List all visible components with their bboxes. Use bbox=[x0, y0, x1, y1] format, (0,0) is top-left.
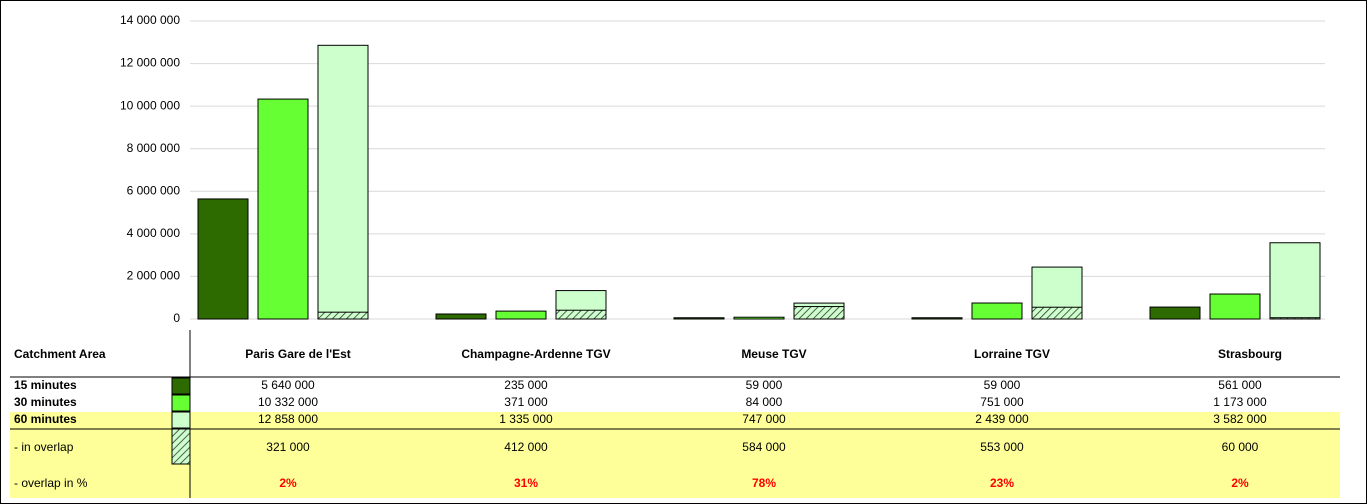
row-label: - overlap in % bbox=[14, 476, 88, 490]
table-value: 321 000 bbox=[266, 440, 310, 454]
overlap-percent: 23% bbox=[990, 476, 1014, 490]
overlap-bar bbox=[555, 309, 607, 320]
table-value: 235 000 bbox=[504, 378, 548, 392]
table-value: 561 000 bbox=[1218, 378, 1262, 392]
bar bbox=[673, 317, 725, 320]
y-tick-label: 10 000 000 bbox=[120, 98, 180, 112]
y-tick-label: 12 000 000 bbox=[120, 56, 180, 70]
category-label: Champagne-Ardenne TGV bbox=[461, 347, 610, 361]
table-value: 1 335 000 bbox=[499, 412, 553, 426]
y-tick-label: 2 000 000 bbox=[127, 269, 181, 283]
bar bbox=[733, 316, 785, 320]
row-label: 15 minutes bbox=[14, 378, 77, 392]
row-label: - in overlap bbox=[14, 440, 74, 454]
bar bbox=[197, 198, 249, 320]
table-value: 12 858 000 bbox=[258, 412, 318, 426]
overlap-percent: 2% bbox=[279, 476, 297, 490]
overlap-percent: 2% bbox=[1231, 476, 1249, 490]
y-tick-label: 8 000 000 bbox=[127, 141, 181, 155]
table-value: 60 000 bbox=[1222, 440, 1259, 454]
bar bbox=[1149, 306, 1201, 320]
category-label: Strasbourg bbox=[1218, 347, 1282, 361]
bar bbox=[1209, 293, 1261, 320]
table-value: 5 640 000 bbox=[261, 378, 315, 392]
table-value: 2 439 000 bbox=[975, 412, 1029, 426]
bar bbox=[971, 302, 1023, 320]
table-value: 371 000 bbox=[504, 395, 548, 409]
legend-swatch bbox=[171, 377, 191, 395]
table-highlight bbox=[10, 412, 1340, 498]
y-tick-label: 6 000 000 bbox=[127, 183, 181, 197]
table-value: 10 332 000 bbox=[258, 395, 318, 409]
overlap-bar bbox=[793, 306, 845, 320]
bar bbox=[911, 317, 963, 320]
overlap-bar bbox=[1269, 317, 1321, 320]
overlap-bar bbox=[317, 311, 369, 320]
bar bbox=[435, 313, 487, 320]
table-value: 584 000 bbox=[742, 440, 786, 454]
category-label: Paris Gare de l'Est bbox=[245, 347, 351, 361]
overlap-percent: 31% bbox=[514, 476, 538, 490]
y-tick-label: 0 bbox=[173, 311, 180, 325]
category-label: Meuse TGV bbox=[741, 347, 806, 361]
bar bbox=[257, 98, 309, 320]
table-title: Catchment Area bbox=[14, 347, 106, 361]
table-value: 553 000 bbox=[980, 440, 1024, 454]
table-value: 1 173 000 bbox=[1213, 395, 1267, 409]
bar bbox=[495, 310, 547, 320]
category-label: Lorraine TGV bbox=[974, 347, 1050, 361]
table-value: 751 000 bbox=[980, 395, 1024, 409]
bar bbox=[1269, 242, 1321, 320]
legend-swatch bbox=[171, 428, 191, 465]
table-value: 747 000 bbox=[742, 412, 786, 426]
y-tick-label: 14 000 000 bbox=[120, 13, 180, 27]
overlap-bar bbox=[1031, 306, 1083, 320]
legend-swatch bbox=[171, 394, 191, 412]
legend-swatch bbox=[171, 411, 191, 429]
overlap-percent: 78% bbox=[752, 476, 776, 490]
y-tick-label: 4 000 000 bbox=[127, 226, 181, 240]
table-value: 59 000 bbox=[984, 378, 1021, 392]
table-value: 84 000 bbox=[746, 395, 783, 409]
row-label: 60 minutes bbox=[14, 412, 77, 426]
table-value: 412 000 bbox=[504, 440, 548, 454]
table-value: 59 000 bbox=[746, 378, 783, 392]
row-label: 30 minutes bbox=[14, 395, 77, 409]
table-value: 3 582 000 bbox=[1213, 412, 1267, 426]
bar bbox=[317, 44, 369, 320]
